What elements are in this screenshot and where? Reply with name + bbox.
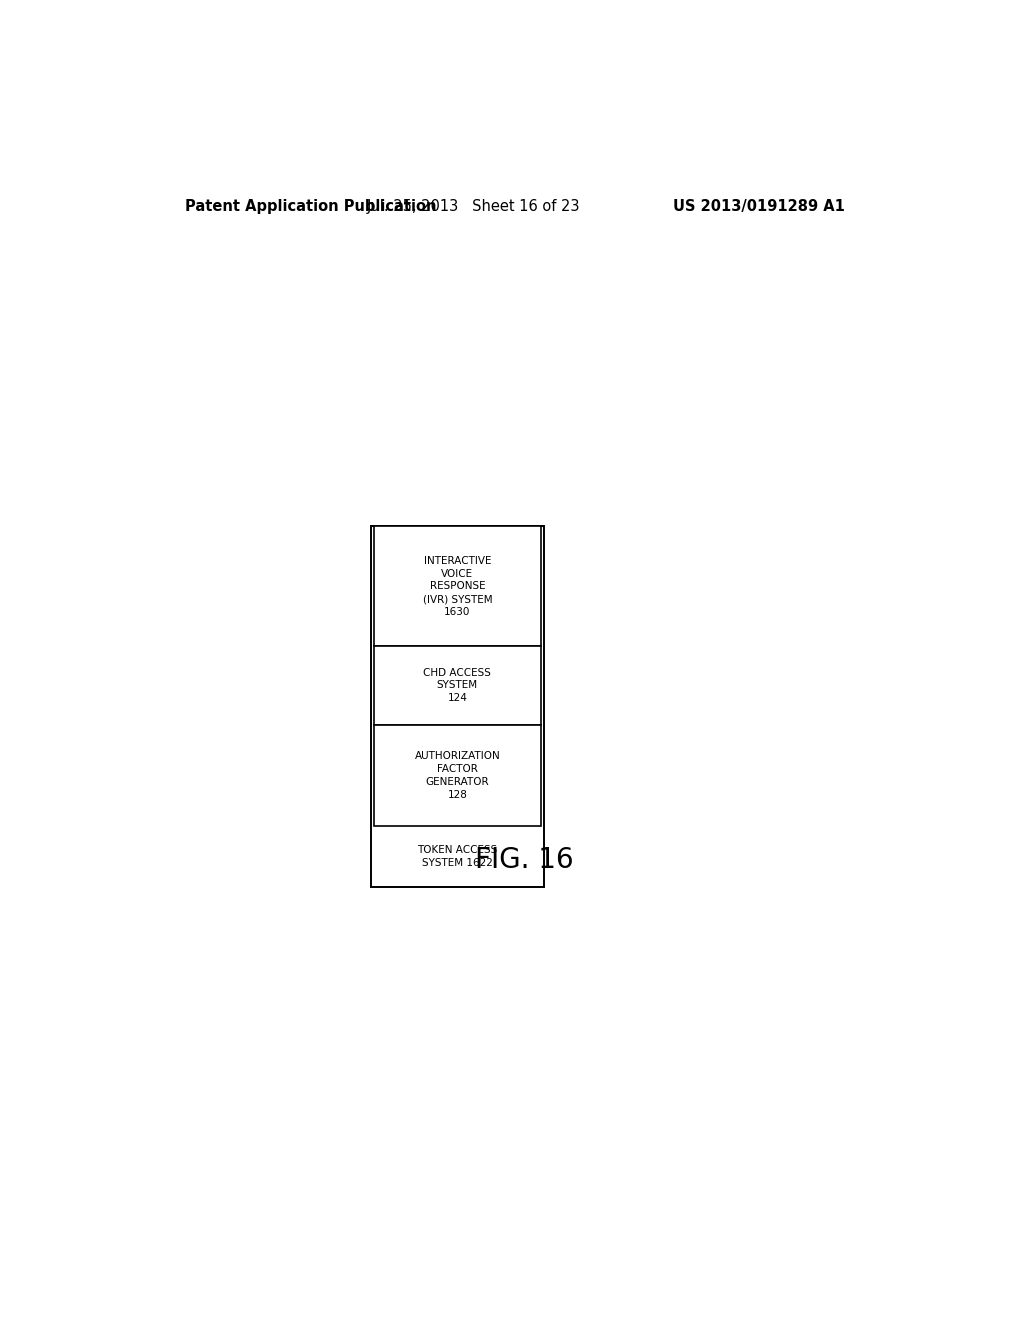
Text: Patent Application Publication: Patent Application Publication xyxy=(185,199,436,214)
Bar xyxy=(374,527,541,647)
Text: TOKEN ACCESS
SYSTEM 1622: TOKEN ACCESS SYSTEM 1622 xyxy=(417,845,498,869)
Text: AUTHORIZATION
FACTOR
GENERATOR
128: AUTHORIZATION FACTOR GENERATOR 128 xyxy=(415,751,500,800)
Bar xyxy=(374,647,541,725)
Bar xyxy=(371,527,544,887)
Text: US 2013/0191289 A1: US 2013/0191289 A1 xyxy=(673,199,845,214)
Text: CHD ACCESS
SYSTEM
124: CHD ACCESS SYSTEM 124 xyxy=(423,668,492,704)
Text: INTERACTIVE
VOICE
RESPONSE
(IVR) SYSTEM
1630: INTERACTIVE VOICE RESPONSE (IVR) SYSTEM … xyxy=(423,556,493,616)
Bar xyxy=(374,725,541,826)
Text: Jul. 25, 2013   Sheet 16 of 23: Jul. 25, 2013 Sheet 16 of 23 xyxy=(367,199,580,214)
Text: FIG. 16: FIG. 16 xyxy=(475,846,574,874)
